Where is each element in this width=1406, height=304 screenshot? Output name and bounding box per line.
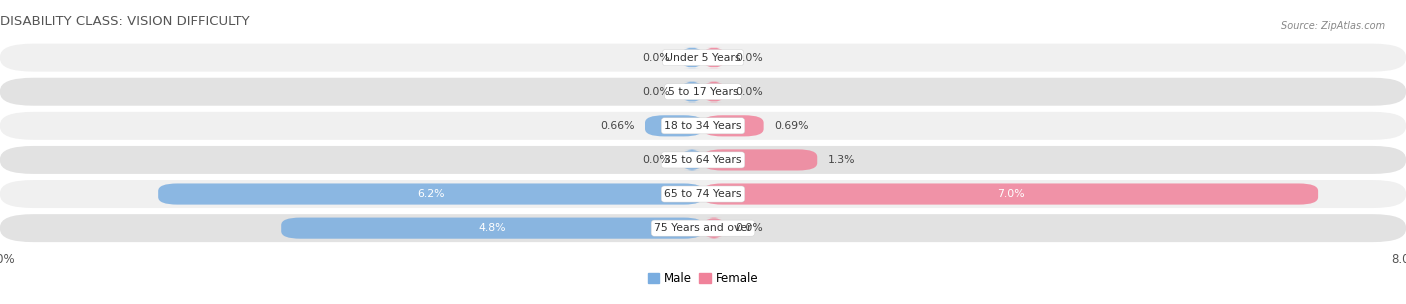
FancyBboxPatch shape <box>703 115 763 136</box>
FancyBboxPatch shape <box>0 180 1406 208</box>
Text: 0.0%: 0.0% <box>735 53 763 63</box>
FancyBboxPatch shape <box>703 183 1319 205</box>
Text: 0.66%: 0.66% <box>600 121 634 131</box>
FancyBboxPatch shape <box>681 47 703 68</box>
Text: 0.0%: 0.0% <box>643 87 671 97</box>
Text: 0.0%: 0.0% <box>643 53 671 63</box>
Legend: Male, Female: Male, Female <box>643 268 763 290</box>
Text: DISABILITY CLASS: VISION DIFFICULTY: DISABILITY CLASS: VISION DIFFICULTY <box>0 16 250 28</box>
Text: 18 to 34 Years: 18 to 34 Years <box>664 121 742 131</box>
Text: 6.2%: 6.2% <box>416 189 444 199</box>
FancyBboxPatch shape <box>0 112 1406 140</box>
Text: 75 Years and over: 75 Years and over <box>654 223 752 233</box>
Text: 0.69%: 0.69% <box>775 121 808 131</box>
FancyBboxPatch shape <box>703 47 725 68</box>
FancyBboxPatch shape <box>281 218 703 239</box>
FancyBboxPatch shape <box>0 78 1406 106</box>
Text: 0.0%: 0.0% <box>735 223 763 233</box>
FancyBboxPatch shape <box>703 81 725 102</box>
Text: 4.8%: 4.8% <box>478 223 506 233</box>
Text: 7.0%: 7.0% <box>997 189 1025 199</box>
Text: 0.0%: 0.0% <box>735 87 763 97</box>
FancyBboxPatch shape <box>681 149 703 171</box>
Text: 0.0%: 0.0% <box>643 155 671 165</box>
FancyBboxPatch shape <box>0 146 1406 174</box>
FancyBboxPatch shape <box>0 214 1406 242</box>
FancyBboxPatch shape <box>681 81 703 102</box>
Text: Under 5 Years: Under 5 Years <box>665 53 741 63</box>
FancyBboxPatch shape <box>0 44 1406 72</box>
FancyBboxPatch shape <box>157 183 703 205</box>
FancyBboxPatch shape <box>645 115 703 136</box>
Text: 35 to 64 Years: 35 to 64 Years <box>664 155 742 165</box>
Text: 5 to 17 Years: 5 to 17 Years <box>668 87 738 97</box>
Text: 65 to 74 Years: 65 to 74 Years <box>664 189 742 199</box>
Text: Source: ZipAtlas.com: Source: ZipAtlas.com <box>1281 21 1385 31</box>
FancyBboxPatch shape <box>703 149 817 171</box>
Text: 1.3%: 1.3% <box>828 155 855 165</box>
FancyBboxPatch shape <box>703 218 725 239</box>
